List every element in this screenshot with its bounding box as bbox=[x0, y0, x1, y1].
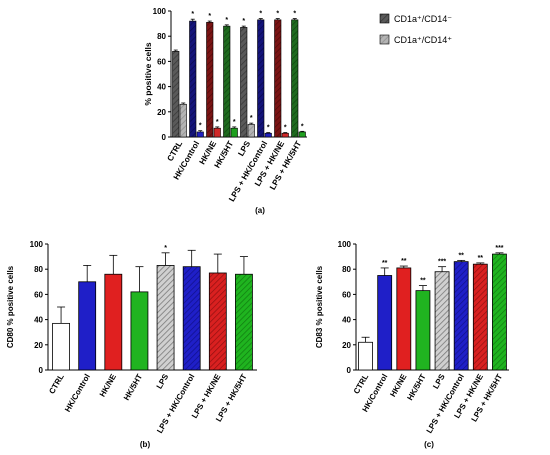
chart-panel-c: 0 20 40 60 80 100 CD83 % positive cells CTRL ** H… bbox=[315, 240, 509, 449]
bar-c bbox=[472, 263, 488, 371]
significance-marker: *** bbox=[438, 259, 446, 266]
bar-c bbox=[358, 341, 373, 371]
significance-marker: * bbox=[233, 119, 236, 126]
x-tick-label: CTRL bbox=[352, 372, 371, 395]
significance-marker: * bbox=[284, 125, 287, 132]
significance-marker: * bbox=[250, 115, 253, 122]
significance-marker: * bbox=[191, 11, 194, 18]
panel-label: (c) bbox=[424, 440, 434, 449]
y-tick-label: 40 bbox=[157, 83, 166, 92]
bar-c bbox=[415, 290, 431, 371]
bar-a-cd14neg bbox=[291, 19, 299, 138]
bar-c bbox=[396, 267, 412, 371]
bar-a-cd14neg bbox=[189, 20, 197, 138]
x-tick-label: HK/NE bbox=[388, 372, 409, 399]
y-tick-label: 100 bbox=[338, 240, 352, 249]
y-tick-label: 20 bbox=[342, 341, 351, 350]
significance-marker: * bbox=[199, 123, 202, 130]
significance-marker: * bbox=[267, 125, 270, 132]
bar-a-cd14neg bbox=[257, 19, 265, 138]
significance-marker: * bbox=[293, 11, 296, 18]
y-tick-label: 100 bbox=[30, 240, 44, 249]
bar-b bbox=[130, 291, 149, 371]
bar-a-cd14neg bbox=[206, 22, 214, 138]
significance-marker: ** bbox=[478, 255, 484, 262]
y-tick-label: 60 bbox=[34, 290, 43, 299]
legend-label: CD1a⁺/CD14⁻ bbox=[394, 14, 452, 24]
y-tick-label: 100 bbox=[153, 7, 167, 16]
bar-a-cd14pos bbox=[179, 103, 187, 138]
y-tick-label: 60 bbox=[342, 290, 351, 299]
y-tick-label: 0 bbox=[162, 133, 167, 142]
significance-marker: * bbox=[164, 245, 167, 252]
x-tick-label: HK/5HT bbox=[122, 372, 144, 402]
y-tick-label: 80 bbox=[34, 265, 43, 274]
bar-a-cd14pos bbox=[196, 131, 204, 138]
significance-marker: * bbox=[259, 11, 262, 18]
bar-c bbox=[453, 261, 469, 371]
bar-a-cd14pos bbox=[264, 132, 272, 138]
bar-a-cd14neg bbox=[240, 27, 248, 138]
bar-a-cd14pos bbox=[230, 127, 238, 138]
y-tick-label: 80 bbox=[157, 32, 166, 41]
x-tick-label: LPS bbox=[155, 372, 171, 391]
x-tick-label: LPS bbox=[236, 139, 252, 158]
y-axis-label: CD83 % positive cells bbox=[315, 265, 324, 348]
bar-b bbox=[156, 265, 175, 371]
x-tick-label: CTRL bbox=[47, 372, 66, 395]
significance-marker: * bbox=[301, 123, 304, 130]
bar-b bbox=[104, 273, 123, 371]
bar-a-cd14neg bbox=[274, 19, 282, 138]
bar-a-cd14pos bbox=[213, 127, 221, 138]
y-tick-label: 20 bbox=[157, 108, 166, 117]
significance-marker: ** bbox=[420, 278, 426, 285]
significance-marker: * bbox=[216, 119, 219, 126]
significance-marker: * bbox=[208, 13, 211, 20]
legend-label: CD1a⁺/CD14⁺ bbox=[394, 35, 452, 45]
y-tick-label: 0 bbox=[39, 366, 44, 375]
y-axis-label: % positive cells bbox=[143, 42, 153, 106]
bar-c bbox=[492, 253, 507, 371]
significance-marker: ** bbox=[382, 260, 388, 267]
y-tick-label: 80 bbox=[342, 265, 351, 274]
panel-label: (b) bbox=[140, 440, 151, 449]
y-tick-label: 60 bbox=[157, 57, 166, 66]
significance-marker: *** bbox=[495, 245, 503, 252]
bar-c bbox=[434, 271, 450, 371]
bar-a-cd14neg bbox=[172, 51, 180, 138]
bar-b bbox=[78, 281, 97, 371]
x-tick-label: HK/5HT bbox=[405, 372, 427, 402]
bar-b bbox=[182, 266, 201, 371]
bar-c bbox=[377, 275, 393, 371]
y-tick-label: 0 bbox=[347, 366, 352, 375]
panel-label: (a) bbox=[255, 206, 265, 215]
x-tick-label: LPS bbox=[431, 372, 447, 391]
bar-b bbox=[208, 272, 227, 371]
significance-marker: * bbox=[276, 11, 279, 18]
significance-marker: * bbox=[225, 17, 228, 24]
y-tick-label: 40 bbox=[342, 316, 351, 325]
bar-a-cd14pos bbox=[247, 124, 255, 138]
bar-b bbox=[52, 322, 70, 371]
bar-a-cd14pos bbox=[281, 132, 289, 138]
x-tick-label: HK/NE bbox=[98, 372, 119, 399]
significance-marker: * bbox=[242, 18, 245, 25]
y-tick-label: 40 bbox=[34, 316, 43, 325]
bar-a-cd14pos bbox=[298, 131, 306, 138]
x-tick-label: HK/Control bbox=[63, 373, 92, 414]
y-axis-label: CD80 % positive cells bbox=[6, 265, 15, 348]
significance-marker: ** bbox=[458, 252, 464, 259]
bar-a-cd14neg bbox=[223, 25, 231, 138]
legend-swatch bbox=[379, 13, 390, 24]
legend-swatch bbox=[379, 34, 390, 45]
y-tick-label: 20 bbox=[34, 341, 43, 350]
significance-marker: ** bbox=[401, 258, 407, 265]
bar-b bbox=[235, 273, 253, 371]
legend: CD1a⁺/CD14⁻ CD1a⁺/CD14⁺ bbox=[379, 13, 452, 45]
